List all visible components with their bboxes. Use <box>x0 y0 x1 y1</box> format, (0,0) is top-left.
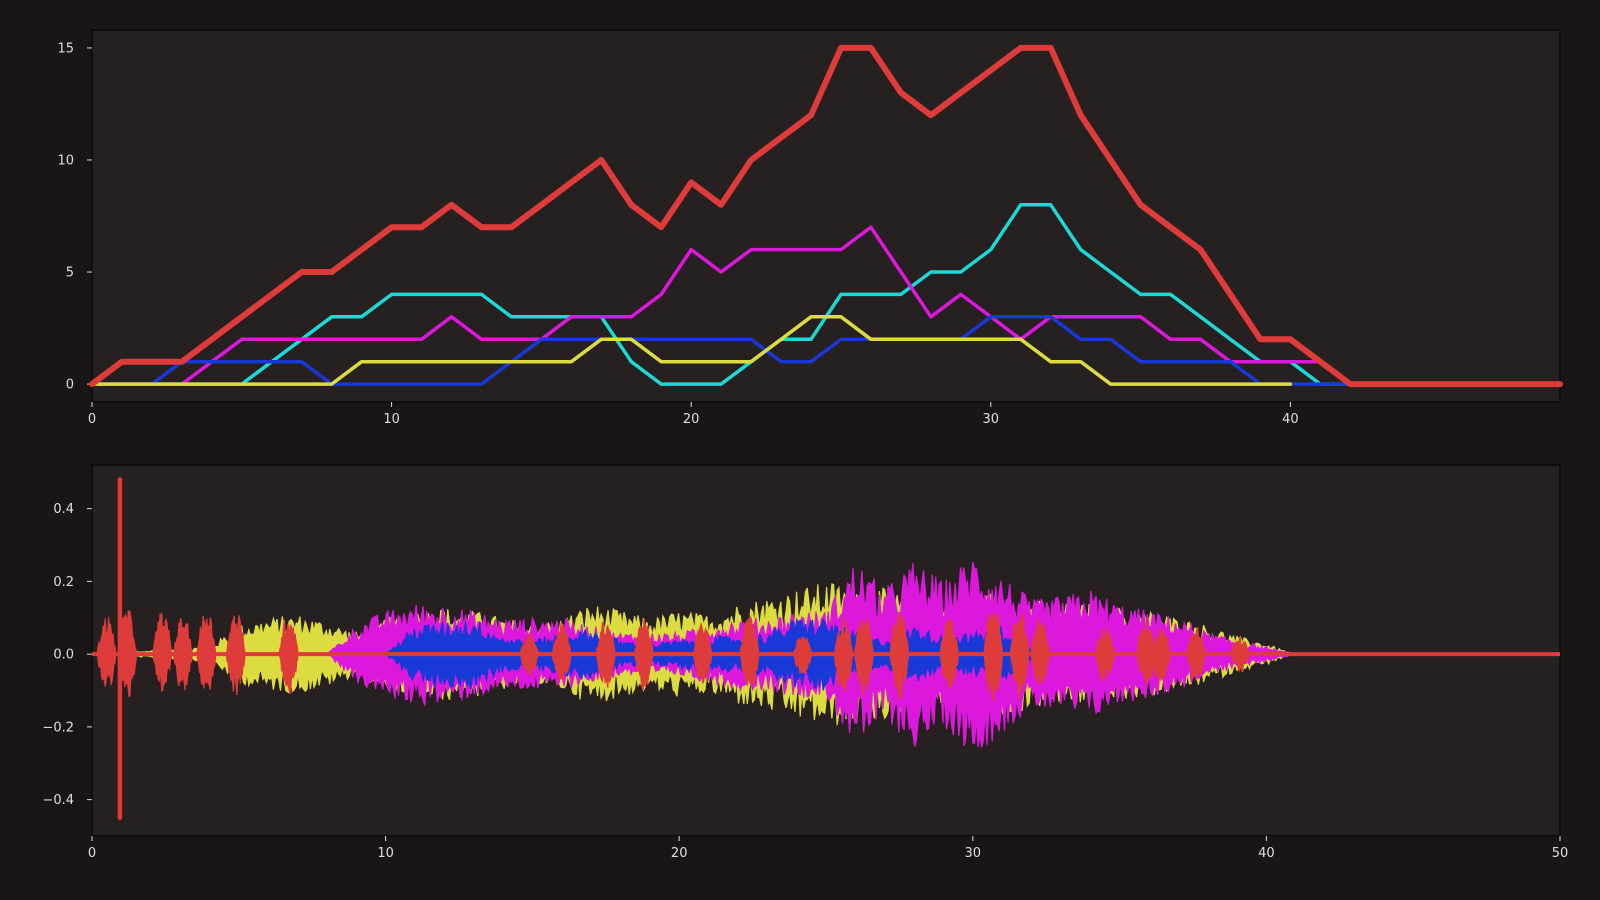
waveform-red-burst <box>117 610 137 698</box>
top-x-tick-label: 20 <box>683 412 700 427</box>
top-x-tick-label: 30 <box>983 412 1000 427</box>
bottom-waveform-chart: 0 10 20 30 40 50 −0.4 −0.2 0.0 0.2 0.4 <box>42 464 1569 861</box>
series-line-3 <box>90 315 1353 386</box>
top-x-tick-label: 40 <box>1282 412 1299 427</box>
bottom-y-tick-label: 0.2 <box>53 575 74 590</box>
waveform-red-burst <box>196 615 217 690</box>
waveform-red-burst <box>278 619 299 694</box>
top-y-tick-label: 10 <box>57 153 74 168</box>
bottom-y-tick-label: 0.4 <box>53 502 74 517</box>
waveform-red-burst <box>152 612 172 692</box>
waveform-red-burst <box>1229 636 1250 673</box>
waveform-red-burst <box>96 616 117 687</box>
waveform-red-burst <box>853 617 874 697</box>
waveform-red-burst <box>983 612 1003 702</box>
waveform-red-burst <box>939 618 959 689</box>
waveform-red-burst <box>739 614 760 687</box>
top-y-tick-label: 5 <box>66 266 74 281</box>
bottom-x-tick-label: 40 <box>1258 846 1275 861</box>
top-y-tick-label: 15 <box>57 41 74 56</box>
waveform-red-burst <box>889 612 909 700</box>
bottom-x-tick-label: 10 <box>377 846 394 861</box>
bottom-x-tick-label: 20 <box>671 846 688 861</box>
waveform-red-burst <box>595 621 616 688</box>
bottom-x-tick-label: 50 <box>1552 846 1569 861</box>
bottom-y-tick-label: 0.0 <box>53 648 74 663</box>
waveform-red-burst <box>1009 612 1030 700</box>
waveform-red-burst <box>172 617 193 691</box>
waveform-red-burst <box>225 615 246 696</box>
waveform-red-burst <box>551 622 572 682</box>
waveform-red-burst <box>792 635 813 675</box>
waveform-red-burst <box>833 616 854 693</box>
bottom-y-tick-label: −0.2 <box>42 720 74 735</box>
series-line-4 <box>90 315 1293 386</box>
waveform-red-burst <box>1185 626 1206 681</box>
bottom-x-tick-label: 0 <box>88 846 96 861</box>
waveform-red-burst <box>692 621 713 685</box>
top-x-tick-label: 0 <box>88 412 96 427</box>
waveform-red-burst <box>1150 627 1171 682</box>
top-y-tick-label: 0 <box>66 378 74 393</box>
waveform-red-burst <box>1030 617 1050 685</box>
top-x-tick-label: 10 <box>383 412 400 427</box>
top-line-chart: 0 10 20 30 40 0 5 10 15 <box>57 29 1563 427</box>
bottom-y-tick-label: −0.4 <box>42 793 74 808</box>
bottom-x-tick-label: 30 <box>965 846 982 861</box>
series-line-2 <box>90 225 1323 386</box>
waveform-red-burst <box>633 618 654 691</box>
waveform-red-burst <box>1094 627 1115 683</box>
waveform-red-burst <box>519 631 539 678</box>
series-line-0 <box>89 44 1563 388</box>
